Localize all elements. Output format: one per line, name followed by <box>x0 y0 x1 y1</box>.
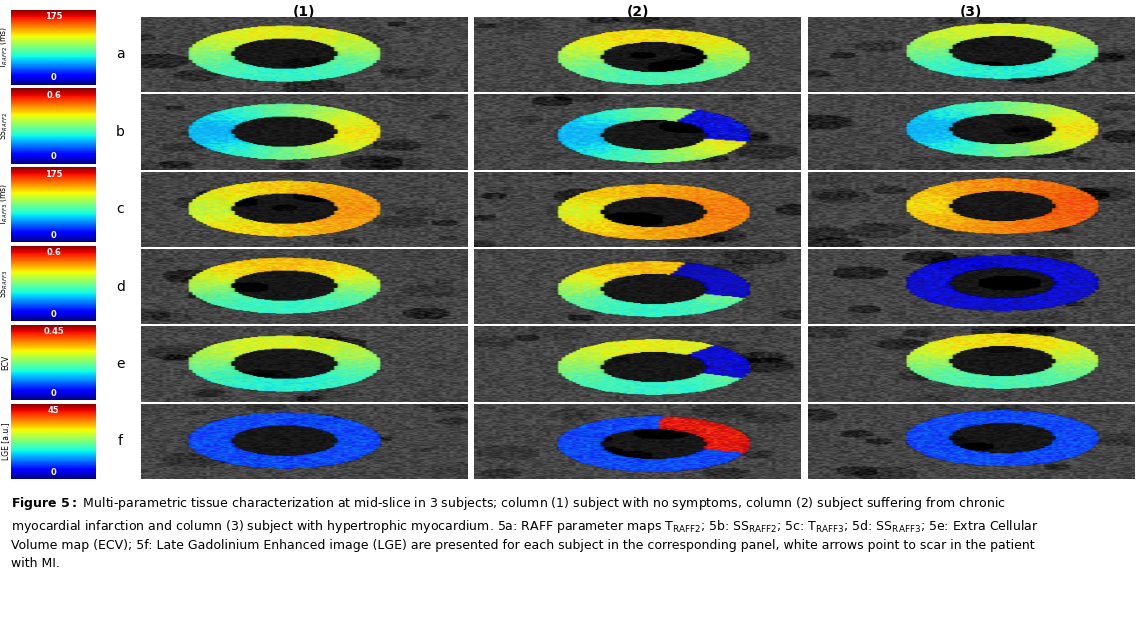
Text: 0: 0 <box>50 389 56 398</box>
Y-axis label: T$_{RAFF3}$ (ms): T$_{RAFF3}$ (ms) <box>0 183 10 226</box>
Text: 0.45: 0.45 <box>44 327 64 337</box>
Text: 0.6: 0.6 <box>46 91 61 100</box>
Text: 175: 175 <box>45 12 62 21</box>
Text: 0: 0 <box>50 74 56 82</box>
Text: b: b <box>116 125 125 139</box>
Text: d: d <box>116 280 125 294</box>
Text: a: a <box>116 48 125 61</box>
Y-axis label: LGE [a.u.]: LGE [a.u.] <box>1 423 10 460</box>
Text: 45: 45 <box>48 406 60 415</box>
Text: (1): (1) <box>293 5 315 19</box>
Y-axis label: T$_{RAFF2}$ (ms): T$_{RAFF2}$ (ms) <box>0 25 10 68</box>
Text: (2): (2) <box>627 5 649 19</box>
Y-axis label: SS$_{RAFF3}$: SS$_{RAFF3}$ <box>0 269 10 298</box>
Text: 0.6: 0.6 <box>46 249 61 257</box>
Text: 0: 0 <box>50 310 56 319</box>
Text: e: e <box>116 357 125 371</box>
Text: (3): (3) <box>960 5 982 19</box>
Text: 0: 0 <box>50 152 56 161</box>
Text: $\bf{Figure\ 5:}$ Multi-parametric tissue characterization at mid-slice in 3 sub: $\bf{Figure\ 5:}$ Multi-parametric tissu… <box>11 495 1039 570</box>
Text: 175: 175 <box>45 169 62 179</box>
Y-axis label: ECV: ECV <box>1 355 10 370</box>
Y-axis label: SS$_{RAFF2}$: SS$_{RAFF2}$ <box>0 112 10 140</box>
Text: 0: 0 <box>50 468 56 477</box>
Text: 0: 0 <box>50 231 56 240</box>
Text: c: c <box>117 202 124 216</box>
Text: f: f <box>118 434 123 448</box>
